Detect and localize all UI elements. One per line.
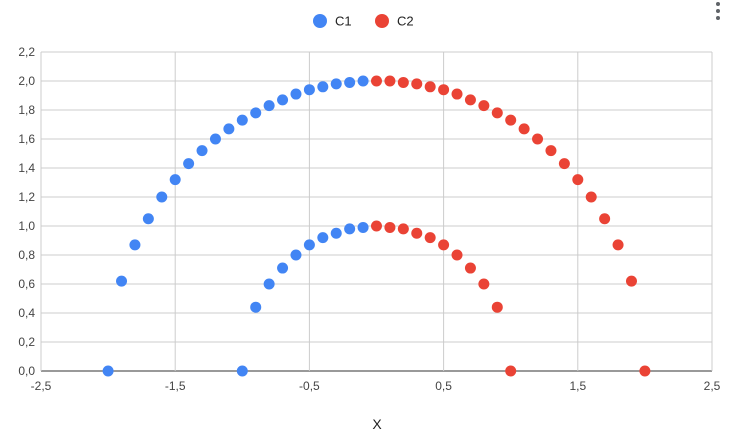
data-point[interactable] — [572, 174, 584, 186]
data-point[interactable] — [438, 239, 450, 251]
data-point[interactable] — [250, 107, 262, 119]
data-point[interactable] — [317, 81, 329, 93]
data-point[interactable] — [303, 239, 315, 251]
data-point[interactable] — [330, 227, 342, 239]
data-point[interactable] — [250, 301, 262, 313]
data-point[interactable] — [384, 75, 396, 87]
data-point[interactable] — [438, 84, 450, 96]
x-tick-label: 2,5 — [704, 379, 721, 393]
data-point[interactable] — [464, 262, 476, 274]
data-point[interactable] — [451, 88, 463, 100]
data-point[interactable] — [344, 223, 356, 235]
data-points — [102, 75, 651, 377]
data-point[interactable] — [129, 239, 141, 251]
data-point[interactable] — [116, 275, 128, 287]
x-axis-ticks: -2,5 -1,5 -0,5 0,5 1,5 2,5 — [31, 379, 721, 393]
data-point[interactable] — [357, 75, 369, 87]
legend-label: C1 — [335, 14, 352, 29]
data-point[interactable] — [156, 191, 168, 203]
y-tick-label: 0,2 — [18, 335, 35, 349]
data-point[interactable] — [532, 133, 544, 145]
legend: C1 C2 — [313, 14, 414, 29]
data-point[interactable] — [411, 78, 423, 90]
data-point[interactable] — [397, 76, 409, 88]
y-tick-label: 1,0 — [18, 219, 35, 233]
x-tick-label: -0,5 — [299, 379, 320, 393]
data-point[interactable] — [223, 123, 235, 135]
data-point[interactable] — [142, 213, 154, 225]
data-point[interactable] — [518, 123, 530, 135]
y-tick-label: 2,2 — [18, 45, 35, 59]
y-tick-label: 1,6 — [18, 132, 35, 146]
data-point[interactable] — [263, 100, 275, 112]
legend-marker — [313, 14, 327, 28]
data-point[interactable] — [558, 158, 570, 170]
data-point[interactable] — [290, 88, 302, 100]
data-point[interactable] — [317, 232, 329, 244]
data-point[interactable] — [612, 239, 624, 251]
data-point[interactable] — [585, 191, 597, 203]
x-tick-label: 1,5 — [569, 379, 586, 393]
data-point[interactable] — [505, 114, 517, 126]
legend-item-c1[interactable]: C1 — [313, 14, 352, 29]
data-point[interactable] — [357, 221, 369, 233]
data-point[interactable] — [397, 223, 409, 235]
data-point[interactable] — [183, 158, 195, 170]
y-tick-label: 1,4 — [18, 161, 35, 175]
data-point[interactable] — [209, 133, 221, 145]
series-c2 — [371, 75, 651, 377]
x-axis-title: X — [372, 416, 382, 432]
legend-marker — [375, 14, 389, 28]
y-tick-label: 1,2 — [18, 190, 35, 204]
data-point[interactable] — [384, 221, 396, 233]
data-point[interactable] — [464, 94, 476, 106]
data-point[interactable] — [102, 365, 114, 377]
y-tick-label: 2,0 — [18, 74, 35, 88]
data-point[interactable] — [196, 145, 208, 157]
data-point[interactable] — [424, 232, 436, 244]
data-point[interactable] — [344, 76, 356, 88]
data-point[interactable] — [639, 365, 651, 377]
series-c1 — [102, 75, 369, 377]
y-tick-label: 0,8 — [18, 248, 35, 262]
y-tick-label: 0,0 — [18, 364, 35, 378]
y-tick-label: 1,8 — [18, 103, 35, 117]
data-point[interactable] — [277, 94, 289, 106]
x-tick-label: -1,5 — [165, 379, 186, 393]
gridlines — [40, 51, 713, 372]
data-point[interactable] — [411, 227, 423, 239]
data-point[interactable] — [371, 75, 382, 87]
data-point[interactable] — [491, 301, 503, 313]
y-tick-label: 0,4 — [18, 306, 35, 320]
more-vert-icon[interactable] — [712, 0, 724, 24]
x-tick-label: -2,5 — [31, 379, 52, 393]
data-point[interactable] — [236, 365, 248, 377]
data-point[interactable] — [545, 145, 557, 157]
data-point[interactable] — [263, 278, 275, 290]
data-point[interactable] — [599, 213, 611, 225]
data-point[interactable] — [491, 107, 503, 119]
data-point[interactable] — [478, 100, 490, 112]
data-point[interactable] — [277, 262, 289, 274]
data-point[interactable] — [330, 78, 342, 90]
data-point[interactable] — [169, 174, 181, 186]
data-point[interactable] — [424, 81, 436, 93]
data-point[interactable] — [478, 278, 490, 290]
data-point[interactable] — [371, 220, 382, 232]
data-point[interactable] — [451, 249, 463, 261]
x-tick-label: 0,5 — [435, 379, 452, 393]
data-point[interactable] — [236, 114, 248, 126]
data-point[interactable] — [290, 249, 302, 261]
y-axis-ticks: 0,0 0,2 0,4 0,6 0,8 1,0 1,2 1,4 1,6 1,8 2,0 2,2 — [18, 45, 35, 378]
data-point[interactable] — [625, 275, 637, 287]
data-point[interactable] — [505, 365, 517, 377]
legend-label: C2 — [397, 14, 414, 29]
y-tick-label: 0,6 — [18, 277, 35, 291]
legend-item-c2[interactable]: C2 — [375, 14, 414, 29]
data-point[interactable] — [303, 84, 315, 96]
